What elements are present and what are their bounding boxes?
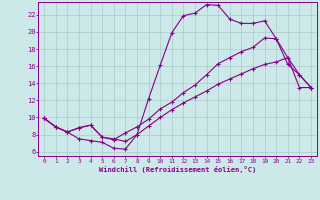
X-axis label: Windchill (Refroidissement éolien,°C): Windchill (Refroidissement éolien,°C): [99, 166, 256, 173]
